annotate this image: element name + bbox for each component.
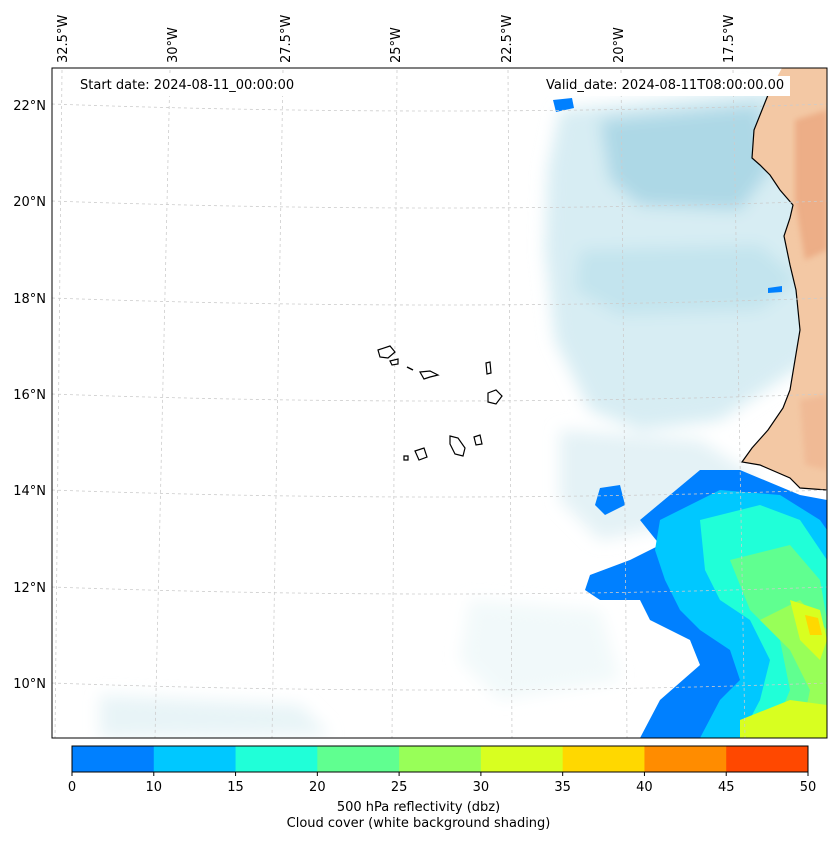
colorbar-segment (399, 746, 482, 772)
lat-label: 12°N (13, 581, 46, 596)
colorbar-tick-label: 35 (554, 780, 571, 795)
lat-labels: 22°N 20°N 18°N 16°N 14°N 12°N 10°N (13, 99, 46, 692)
small-island (406, 366, 414, 371)
colorbar-border (71, 745, 809, 773)
cape-verde-islands (377, 345, 503, 461)
colorbar-tick-label: 45 (718, 780, 735, 795)
colorbar-segment (480, 746, 564, 772)
lon-label: 17.5°W (722, 15, 737, 63)
land-shading (795, 110, 827, 470)
colorbar-label-line1: 500 hPa reflectivity (dbz) (336, 800, 501, 815)
colorbar-segment (235, 746, 318, 772)
lon-label: 25°W (389, 27, 404, 63)
lon-label: 32.5°W (56, 15, 71, 63)
start-date-label: Start date: 2024-08-11_00:00:00 (74, 76, 301, 96)
reflectivity-contours (553, 98, 827, 738)
lon-label: 20°W (612, 27, 627, 63)
lat-label: 10°N (13, 677, 46, 692)
lon-label: 22.5°W (500, 15, 515, 63)
colorbar-tick-label: 10 (146, 780, 163, 795)
lat-label: 18°N (13, 292, 46, 307)
lat-label: 14°N (13, 484, 46, 499)
valid-date-label: Valid_date: 2024-08-11T08:00:00.00 (540, 76, 791, 96)
colorbar-segment (562, 746, 645, 772)
map-border (51, 67, 828, 739)
colorbar-label-line2: Cloud cover (white background shading) (286, 816, 551, 831)
colorbar-segment (726, 746, 809, 772)
lon-label: 27.5°W (279, 15, 294, 63)
colorbar-tick-label: 25 (391, 780, 408, 795)
colorbar-segment (72, 746, 155, 772)
cloud-cover-shading (100, 85, 827, 738)
colorbar-title: 500 hPa reflectivity (dbz) Cloud cover (… (0, 800, 837, 832)
colorbar-segment (317, 746, 400, 772)
colorbar: 0 10 15 20 25 30 35 40 45 50 (68, 745, 817, 795)
lat-label: 20°N (13, 195, 46, 210)
colorbar-tick-label: 15 (227, 780, 244, 795)
lon-labels: 32.5°W 30°W 27.5°W 25°W 22.5°W 20°W 17.5… (56, 15, 737, 63)
colorbar-segment (153, 746, 237, 772)
colorbar-tick-label: 0 (68, 780, 76, 795)
colorbar-tick-label: 30 (473, 780, 490, 795)
colorbar-segment (644, 746, 727, 772)
colorbar-tick-label: 20 (309, 780, 326, 795)
lat-label: 16°N (13, 388, 46, 403)
lon-label: 30°W (166, 27, 181, 63)
colorbar-tick-label: 40 (636, 780, 653, 795)
lat-label: 22°N (13, 99, 46, 114)
lat-gridlines (52, 103, 827, 691)
colorbar-tick-label: 50 (800, 780, 817, 795)
